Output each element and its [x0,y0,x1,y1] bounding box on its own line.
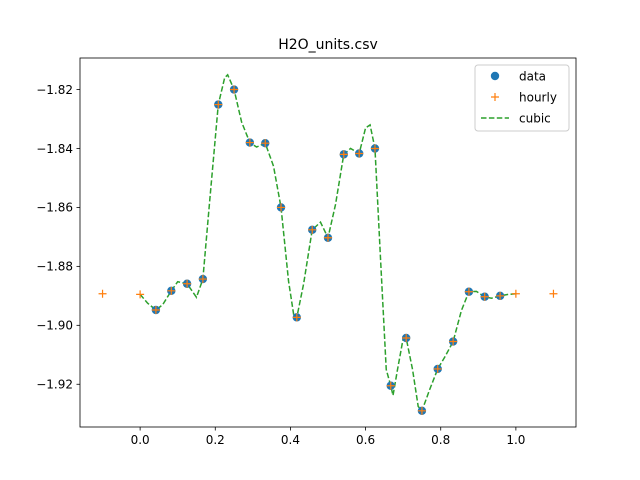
hourly-point [402,333,411,342]
axes-frame [79,57,577,428]
hourly-point [386,381,395,390]
hourly-point [245,138,254,147]
hourly-point [308,225,317,234]
axes: 0.0 0.2 0.4 0.6 0.8 1.0 −1.92 −1.90 −1.88 −1.86 −1… [36,57,577,447]
chart-title: H2O_units.csv [278,37,378,53]
hourly-point [370,144,379,153]
hourly-point [230,85,239,94]
plot-area [98,73,558,415]
hourly-point [417,406,426,415]
legend-plus-icon [491,93,499,101]
hourly-point [151,305,160,314]
y-tick-label: −1.84 [36,142,73,156]
y-tick-label: −1.92 [36,378,73,392]
y-tick-label: −1.86 [36,201,73,215]
legend: data hourly cubic [474,64,570,132]
hourly-point [292,313,301,322]
hourly-point [355,149,364,158]
hourly-point [464,287,473,296]
x-tick-label: 1.0 [506,433,525,447]
hourly-point [433,364,442,373]
x-tick-label: 0.6 [356,433,375,447]
x-tick-label: 0.0 [131,433,150,447]
hourly-point [167,286,176,295]
hourly-point [214,100,223,109]
legend-label: data [519,69,546,83]
hourly-point [98,289,107,298]
hourly-point [496,291,505,300]
hourly-point [549,289,558,298]
legend-label: cubic [519,111,551,125]
hourly-point [136,290,145,299]
cubic-line [139,73,516,413]
legend-label: hourly [519,90,557,104]
y-tick-label: −1.82 [36,83,73,97]
y-tick-label: −1.88 [36,260,73,274]
y-tick-label: −1.90 [36,319,73,333]
hourly-point [339,150,348,159]
hourly-point [480,292,489,301]
x-tick-label: 0.2 [206,433,225,447]
hourly-point [198,275,207,284]
hourly-point [261,139,270,148]
hourly-point [449,337,458,346]
hourly-point [324,233,332,242]
x-tick-label: 0.8 [431,433,450,447]
legend-box [474,64,570,132]
legend-circle-icon [490,71,500,81]
hourly-point [511,289,520,298]
x-tick-label: 0.4 [281,433,300,447]
hourly-point [183,279,192,288]
hourly-point [277,203,286,212]
